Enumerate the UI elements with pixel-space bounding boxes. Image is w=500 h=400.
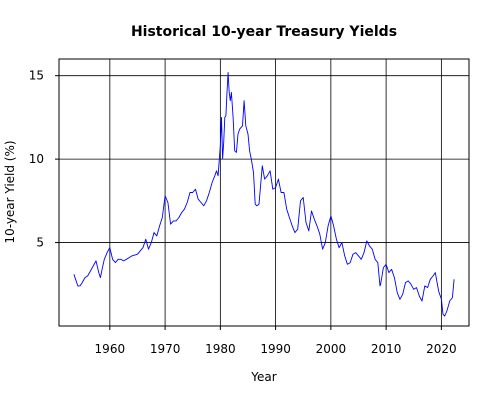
x-tick-label: 2010 bbox=[371, 342, 402, 356]
series-layer bbox=[73, 71, 455, 317]
grid bbox=[59, 59, 469, 326]
x-tick-label: 1990 bbox=[260, 342, 291, 356]
y-axis-label: 10-year Yield (%) bbox=[3, 140, 17, 243]
x-tick-label: 1970 bbox=[150, 342, 181, 356]
chart-title: Historical 10-year Treasury Yields bbox=[131, 24, 397, 40]
y-tick-label: 10 bbox=[29, 152, 44, 166]
x-tick-label: 2000 bbox=[316, 342, 347, 356]
y-tick-label: 15 bbox=[29, 69, 44, 83]
y-axis-ticks: 5 10 15 bbox=[29, 69, 59, 250]
x-tick-label: 2020 bbox=[426, 342, 457, 356]
yield-series-line bbox=[73, 71, 455, 317]
x-axis-ticks: 1960 1970 1980 1990 2000 2010 2020 bbox=[95, 326, 457, 356]
y-tick-label: 5 bbox=[36, 236, 44, 250]
plot-frame bbox=[58, 58, 470, 327]
x-axis-label: Year bbox=[250, 370, 276, 384]
x-tick-label: 1960 bbox=[95, 342, 126, 356]
x-tick-label: 1980 bbox=[205, 342, 236, 356]
